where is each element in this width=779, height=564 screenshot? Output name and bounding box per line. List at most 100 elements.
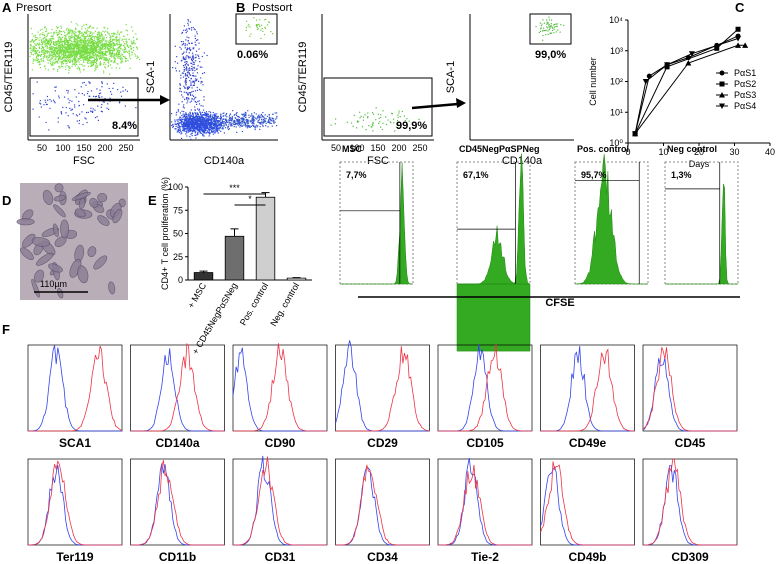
event-dot <box>240 121 243 123</box>
event-dot <box>263 121 265 123</box>
event-dot <box>34 59 36 61</box>
event-dot <box>51 38 53 40</box>
event-dot <box>190 94 192 96</box>
event-dot <box>92 48 94 51</box>
event-dot <box>78 61 80 63</box>
event-dot <box>121 31 123 33</box>
event-dot <box>36 55 38 57</box>
event-dot <box>89 62 91 64</box>
event-dot <box>117 49 119 51</box>
event-dot <box>64 32 66 34</box>
event-dot <box>82 123 84 126</box>
event-dot <box>40 58 42 60</box>
event-dot <box>88 53 90 55</box>
event-dot <box>94 50 96 52</box>
event-dot <box>85 49 88 51</box>
event-dot <box>182 56 184 58</box>
event-dot <box>71 100 73 102</box>
event-dot <box>32 49 34 51</box>
event-dot <box>406 124 408 126</box>
marker-histogram <box>642 347 737 432</box>
event-dot <box>403 115 405 117</box>
isotype-histogram <box>28 345 122 432</box>
event-dot <box>207 131 209 133</box>
event-dot <box>45 28 47 30</box>
event-dot <box>75 47 77 49</box>
event-dot <box>98 52 100 54</box>
event-dot <box>188 130 190 132</box>
event-dot <box>52 64 54 66</box>
event-dot <box>109 45 111 47</box>
event-dot <box>102 57 104 59</box>
event-dot <box>132 43 134 45</box>
event-dot <box>245 114 247 116</box>
event-dot <box>270 119 273 121</box>
event-dot <box>67 44 69 46</box>
x-tick-label: 200 <box>97 143 112 153</box>
event-dot <box>76 36 78 38</box>
event-dot <box>35 44 37 46</box>
event-dot <box>55 50 57 52</box>
event-dot <box>177 123 179 126</box>
event-dot <box>126 44 128 46</box>
event-dot <box>111 93 113 95</box>
event-dot <box>49 43 51 45</box>
event-dot <box>112 55 114 57</box>
event-dot <box>229 123 231 125</box>
event-dot <box>187 126 189 128</box>
event-dot <box>548 29 550 31</box>
event-dot <box>55 53 57 55</box>
event-dot <box>116 53 118 55</box>
event-dot <box>192 130 194 132</box>
event-dot <box>243 121 245 123</box>
event-dot <box>103 26 105 28</box>
event-dot <box>108 59 110 61</box>
event-dot <box>50 100 52 102</box>
event-dot <box>47 99 49 101</box>
gate-label: 67,1% <box>463 170 489 180</box>
event-dot <box>44 43 46 46</box>
event-dot <box>209 133 211 135</box>
event-dot <box>228 128 230 130</box>
event-dot <box>236 122 238 124</box>
event-dot <box>85 47 87 49</box>
event-dot <box>74 52 76 54</box>
event-dot <box>59 54 61 56</box>
event-dot <box>103 37 105 39</box>
event-dot <box>86 48 88 50</box>
event-dot <box>82 47 85 50</box>
event-dot <box>190 119 193 121</box>
event-dot <box>48 38 50 40</box>
point <box>735 42 742 48</box>
event-dot <box>48 129 50 131</box>
event-dot <box>108 50 110 52</box>
event-dot <box>193 99 195 101</box>
event-dot <box>86 43 88 45</box>
event-dot <box>67 49 69 51</box>
event-dot <box>115 36 117 38</box>
event-dot <box>76 55 78 57</box>
event-dot <box>224 123 226 125</box>
event-dot <box>200 122 202 124</box>
event-dot <box>205 117 207 119</box>
event-dot <box>77 37 79 39</box>
event-dot <box>199 123 201 125</box>
event-dot <box>103 31 106 33</box>
marker-histogram <box>130 342 225 432</box>
event-dot <box>86 32 88 34</box>
event-dot <box>92 52 94 54</box>
event-dot <box>222 115 224 117</box>
event-dot <box>262 124 264 126</box>
event-dot <box>124 89 127 91</box>
event-dot <box>130 40 132 42</box>
event-dot <box>84 48 86 50</box>
event-dot <box>52 41 54 43</box>
event-dot <box>207 119 209 121</box>
event-dot <box>216 125 218 127</box>
event-dot <box>191 75 194 77</box>
cell <box>97 215 110 227</box>
event-dot <box>223 118 225 120</box>
event-dot <box>539 30 542 32</box>
event-dot <box>189 117 191 120</box>
event-dot <box>188 131 190 133</box>
